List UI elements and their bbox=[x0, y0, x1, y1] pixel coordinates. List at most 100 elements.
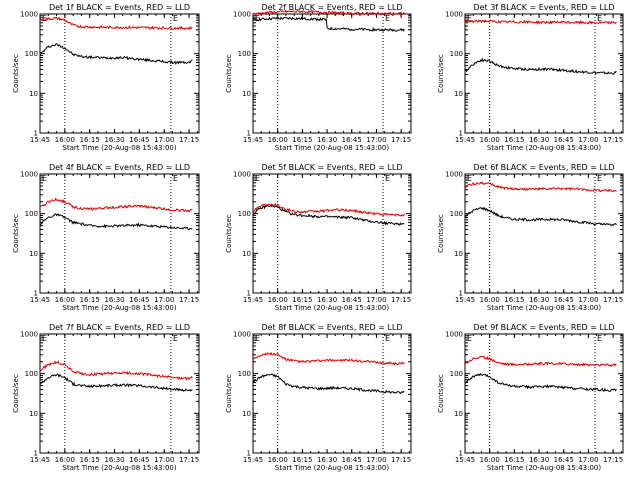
y-tick-label: 1 bbox=[34, 130, 38, 138]
plot-frame bbox=[39, 333, 200, 454]
x-tick-label: 17:00 bbox=[366, 136, 386, 144]
y-tick-label: 100 bbox=[450, 210, 463, 218]
x-tick-label: 16:15 bbox=[80, 456, 100, 464]
x-tick-label: 15:45 bbox=[455, 136, 475, 144]
x-tick-label: 16:45 bbox=[554, 136, 574, 144]
series-line-events bbox=[39, 373, 193, 392]
series-line-lld bbox=[252, 202, 405, 217]
x-tick-label: 17:15 bbox=[603, 296, 623, 304]
x-tick-label: 15:45 bbox=[243, 136, 263, 144]
y-tick-label: 100 bbox=[25, 370, 38, 378]
event-marker-label: E bbox=[597, 174, 602, 183]
y-tick-label: 100 bbox=[238, 370, 251, 378]
x-tick-label: 16:30 bbox=[317, 136, 337, 144]
x-tick-label: 17:00 bbox=[154, 136, 174, 144]
x-tick-label: 17:00 bbox=[578, 296, 598, 304]
x-tick-label: 17:15 bbox=[179, 296, 199, 304]
x-tick-label: 16:45 bbox=[129, 456, 149, 464]
x-tick-label: 16:30 bbox=[317, 456, 337, 464]
plot-frame bbox=[252, 13, 412, 134]
plot-frame bbox=[252, 333, 412, 454]
series-line-events bbox=[464, 373, 617, 392]
x-tick-label: 16:30 bbox=[529, 136, 549, 144]
x-tick-label: 16:45 bbox=[129, 296, 149, 304]
y-axis-label: Counts/sec bbox=[437, 214, 445, 253]
x-tick-label: 16:15 bbox=[292, 456, 312, 464]
x-tick-label: 16:00 bbox=[480, 456, 500, 464]
x-tick-label: 15:45 bbox=[30, 296, 50, 304]
x-tick-label: 16:30 bbox=[317, 296, 337, 304]
event-marker-label: E bbox=[385, 174, 390, 183]
event-marker-label: E bbox=[173, 174, 178, 183]
x-tick-label: 17:00 bbox=[366, 296, 386, 304]
y-tick-label: 10 bbox=[29, 90, 38, 98]
y-tick-label: 1 bbox=[247, 450, 251, 458]
y-tick-label: 10 bbox=[454, 250, 463, 258]
y-tick-label: 10 bbox=[454, 410, 463, 418]
chart-title: Det 9f BLACK = Events, RED = LLD bbox=[473, 323, 614, 332]
x-axis-label: Start Time (20-Aug-08 15:43:00) bbox=[275, 304, 389, 312]
y-tick-label: 1000 bbox=[233, 331, 251, 339]
x-tick-label: 17:00 bbox=[578, 456, 598, 464]
plot-frame bbox=[464, 333, 624, 454]
series-line-events bbox=[252, 204, 405, 226]
chart-title: Det 2f BLACK = Events, RED = LLD bbox=[261, 3, 402, 12]
series-line-lld bbox=[39, 16, 193, 31]
series-line-events bbox=[464, 206, 617, 227]
event-marker-label: E bbox=[597, 334, 602, 343]
y-axis-label: Counts/sec bbox=[225, 54, 233, 93]
x-tick-label: 16:15 bbox=[80, 296, 100, 304]
plot-frame bbox=[252, 173, 412, 294]
series-line-lld bbox=[39, 197, 193, 213]
y-axis-label: Counts/sec bbox=[225, 214, 233, 253]
y-tick-label: 10 bbox=[29, 250, 38, 258]
x-axis-label: Start Time (20-Aug-08 15:43:00) bbox=[487, 144, 601, 152]
series-line-events bbox=[39, 43, 193, 65]
series-line-lld bbox=[464, 18, 617, 25]
y-tick-label: 1000 bbox=[20, 11, 38, 19]
y-tick-label: 100 bbox=[25, 50, 38, 58]
x-tick-label: 16:00 bbox=[268, 456, 288, 464]
x-tick-label: 17:15 bbox=[179, 136, 199, 144]
event-marker-label: E bbox=[385, 334, 390, 343]
event-marker-label: E bbox=[173, 14, 178, 23]
x-tick-label: 16:30 bbox=[529, 296, 549, 304]
chart-title: Det 1f BLACK = Events, RED = LLD bbox=[49, 3, 190, 12]
y-tick-label: 1 bbox=[247, 290, 251, 298]
y-axis-label: Counts/sec bbox=[437, 374, 445, 413]
x-tick-label: 16:45 bbox=[554, 296, 574, 304]
y-axis-label: Counts/sec bbox=[12, 374, 20, 413]
y-axis-label: Counts/sec bbox=[437, 54, 445, 93]
x-axis-label: Start Time (20-Aug-08 15:43:00) bbox=[275, 144, 389, 152]
x-tick-label: 17:00 bbox=[366, 456, 386, 464]
y-axis-label: Counts/sec bbox=[12, 54, 20, 93]
y-tick-label: 10 bbox=[29, 410, 38, 418]
event-marker-label: E bbox=[255, 14, 260, 23]
x-tick-label: 16:00 bbox=[268, 296, 288, 304]
x-tick-label: 17:15 bbox=[603, 136, 623, 144]
x-tick-label: 15:45 bbox=[455, 456, 475, 464]
y-tick-label: 100 bbox=[450, 370, 463, 378]
event-marker-label: E bbox=[42, 174, 47, 183]
event-marker-label: E bbox=[467, 174, 472, 183]
x-tick-label: 16:15 bbox=[80, 136, 100, 144]
chart-title: Det 5f BLACK = Events, RED = LLD bbox=[261, 163, 402, 172]
x-tick-label: 17:15 bbox=[391, 136, 411, 144]
x-tick-label: 15:45 bbox=[455, 296, 475, 304]
y-tick-label: 1000 bbox=[233, 171, 251, 179]
x-axis-label: Start Time (20-Aug-08 15:43:00) bbox=[275, 464, 389, 472]
event-marker-label: E bbox=[467, 14, 472, 23]
y-tick-label: 10 bbox=[242, 250, 251, 258]
y-tick-label: 10 bbox=[242, 90, 251, 98]
series-line-events bbox=[252, 373, 405, 395]
x-tick-label: 16:00 bbox=[480, 296, 500, 304]
y-tick-label: 100 bbox=[450, 50, 463, 58]
x-axis-label: Start Time (20-Aug-08 15:43:00) bbox=[62, 144, 176, 152]
x-tick-label: 15:45 bbox=[243, 456, 263, 464]
y-tick-label: 100 bbox=[238, 210, 251, 218]
y-tick-label: 100 bbox=[25, 210, 38, 218]
x-tick-label: 16:15 bbox=[292, 136, 312, 144]
